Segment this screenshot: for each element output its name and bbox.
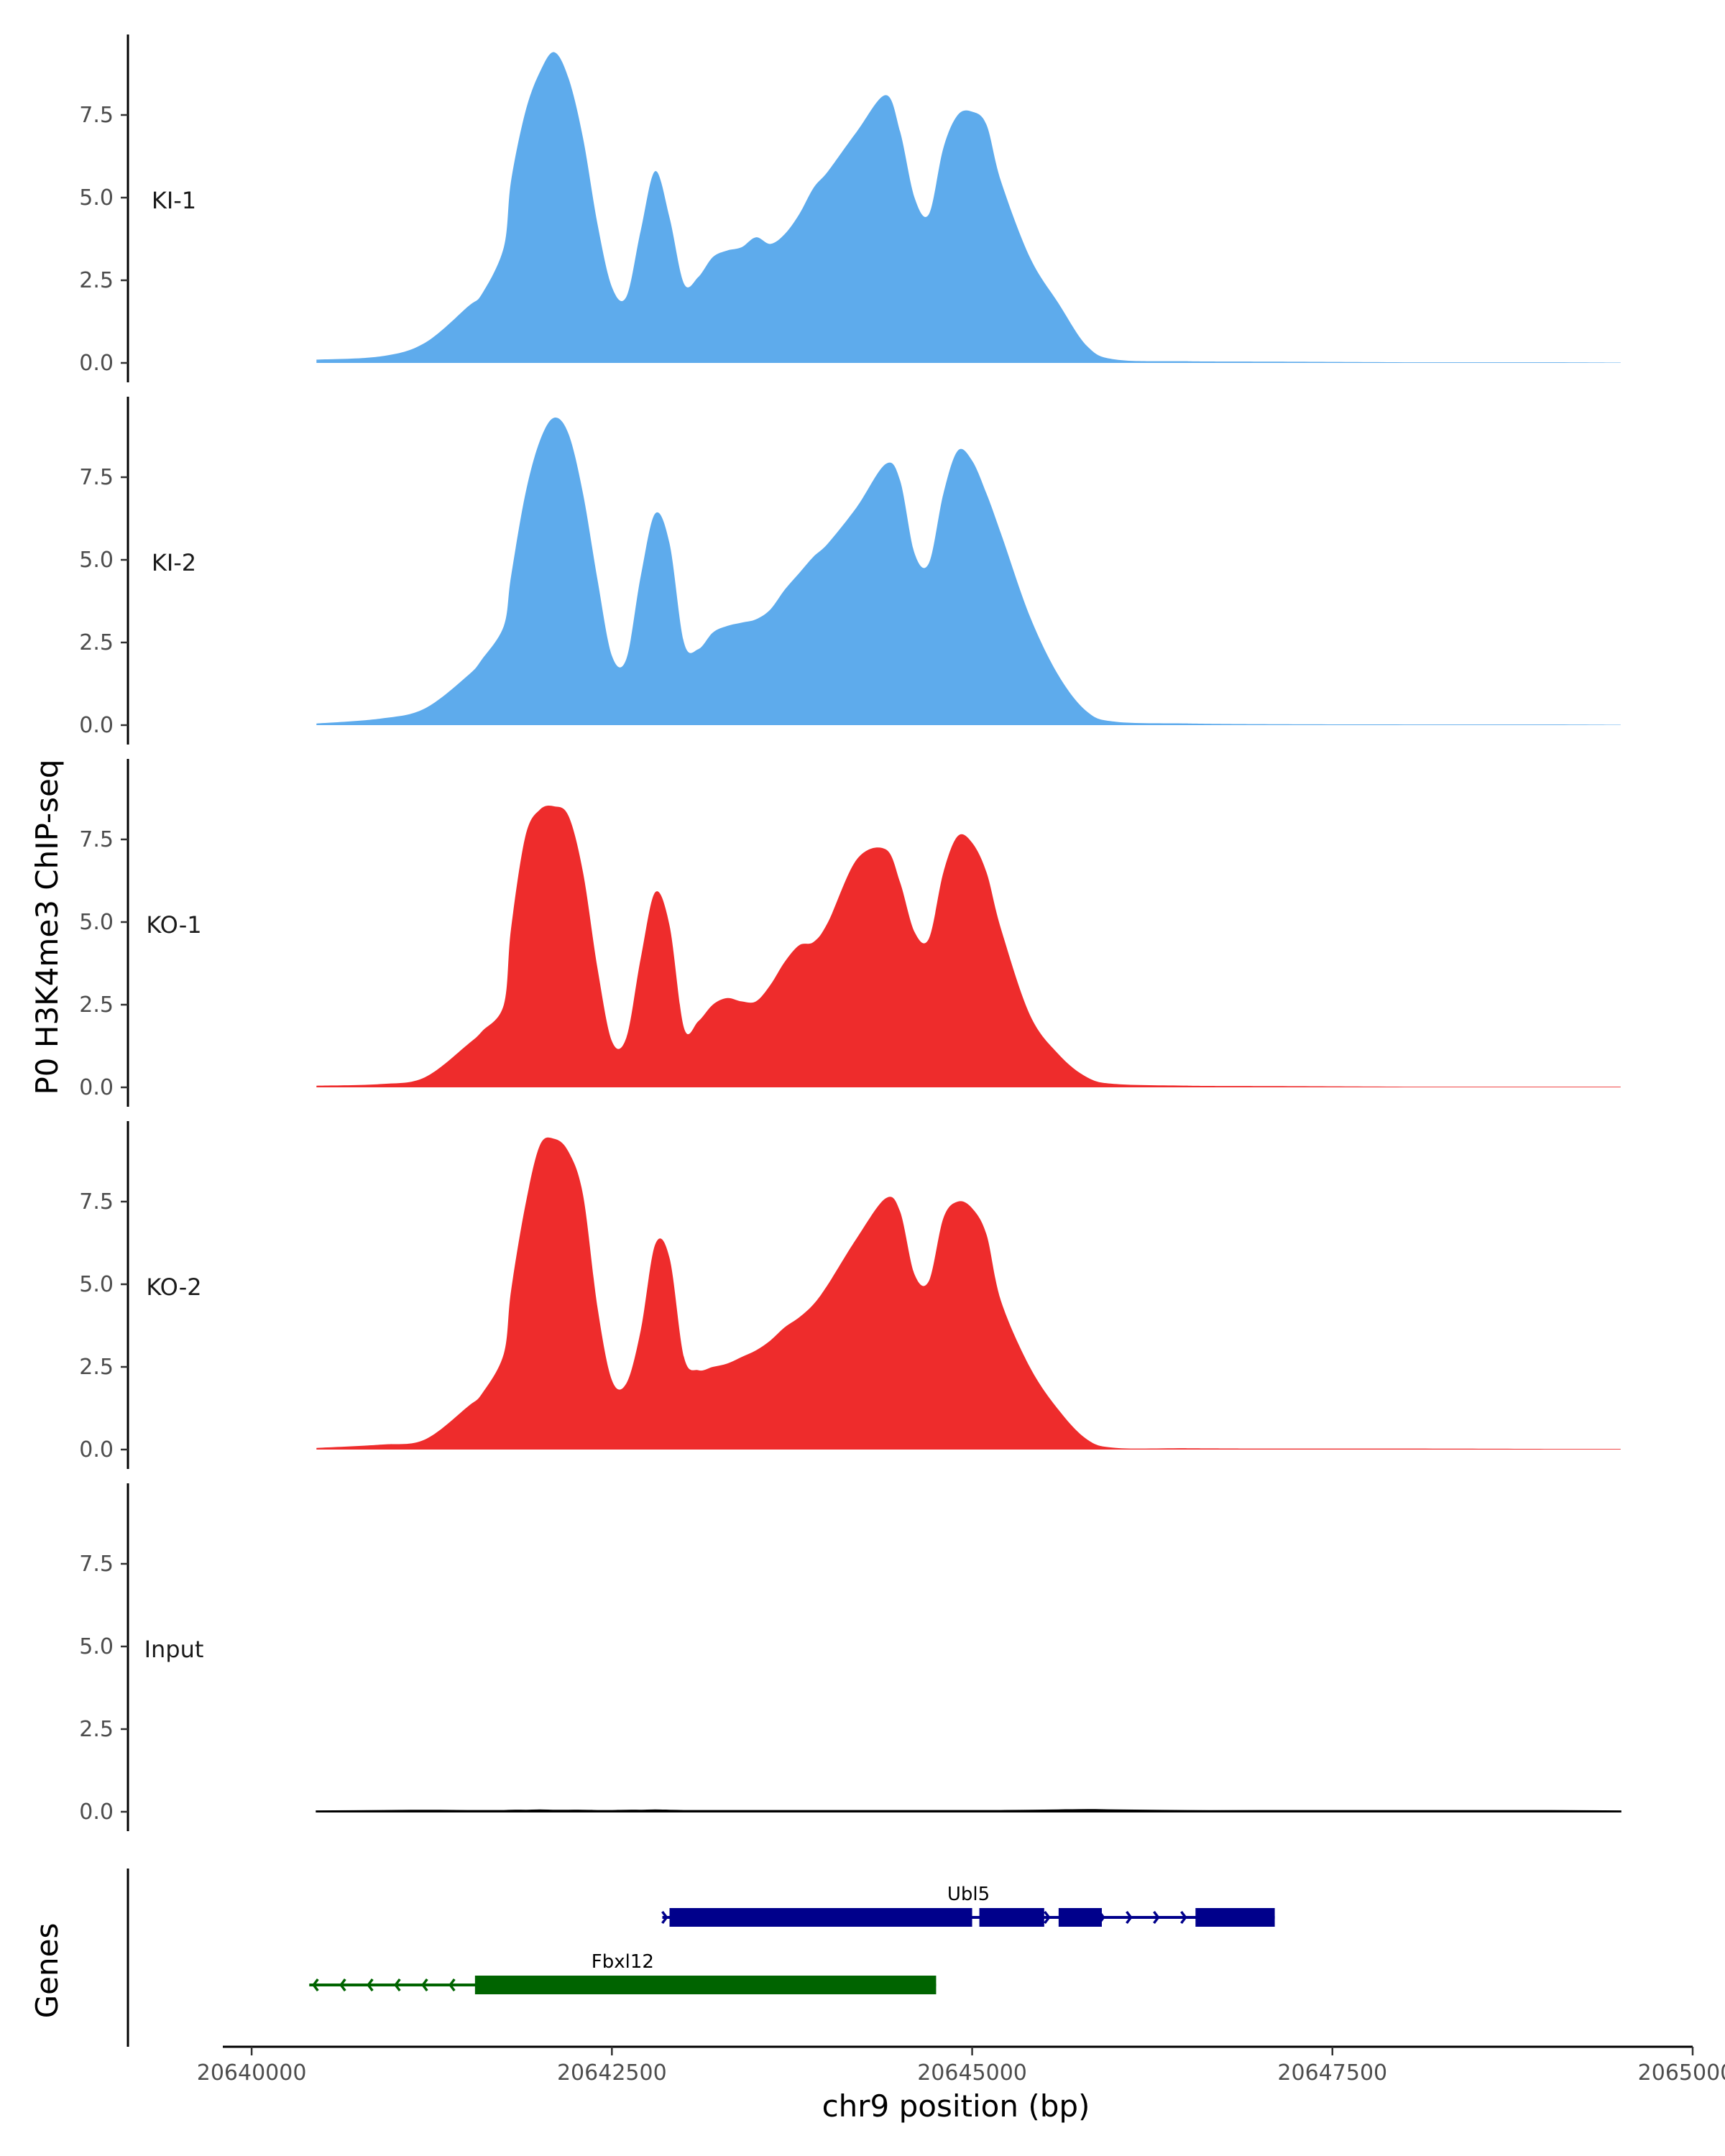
track-ko-1-y-tick-label: 5.0 <box>79 910 114 935</box>
track-ki-2: 0.0 2.5 5.0 7.5 KI-2 <box>79 397 1621 745</box>
y-axis-title: P0 H3K4me3 ChIP-seq <box>29 759 65 1095</box>
series-area-input <box>316 1809 1622 1812</box>
track-ki-1: 0.0 2.5 5.0 7.5 KI-1 <box>79 34 1621 382</box>
track-ko-1-y-tick-label: 7.5 <box>79 827 114 852</box>
series-area-ko-2 <box>316 1137 1621 1450</box>
track-ki-1-y-tick-label: 5.0 <box>79 185 114 211</box>
track-ko-1-y-tick-label: 0.0 <box>79 1075 114 1100</box>
track-input: 0.0 2.5 5.0 7.5 Input <box>79 1483 1622 1831</box>
track-ki-2-y-tick-label: 2.5 <box>79 630 114 655</box>
x-axis: 20640000 20642500 20645000 20647500 20650000 <box>197 2045 1725 2086</box>
gene-ubl5-exon <box>1058 1908 1102 1927</box>
track-label-input: Input <box>144 1636 204 1663</box>
track-ki-1-y-tick-label: 7.5 <box>79 103 114 128</box>
x-tick-label: 20647500 <box>1277 2060 1387 2086</box>
gene-ubl5-exon <box>669 1908 972 1927</box>
track-ki-2-y-tick-label: 7.5 <box>79 465 114 490</box>
track-ko-2: 0.0 2.5 5.0 7.5 KO-2 <box>79 1121 1621 1469</box>
track-ko-2-y-tick-label: 5.0 <box>79 1272 114 1297</box>
track-input-y-tick-label: 7.5 <box>79 1552 114 1577</box>
track-ko-2-y-tick-label: 0.0 <box>79 1437 114 1462</box>
gene-label-ubl5: Ubl5 <box>947 1884 990 1905</box>
x-axis-title: chr9 position (bp) <box>822 2088 1090 2124</box>
gene-fbxl12-strand-arrow <box>367 1978 374 1992</box>
gene-ubl5: Ubl5 <box>661 1884 1275 1927</box>
gene-ubl5-strand-arrow <box>1180 1910 1187 1925</box>
track-ko-1-y-tick-label: 2.5 <box>79 992 114 1018</box>
track-ki-2-y-tick-label: 0.0 <box>79 713 114 738</box>
track-input-y-tick-label: 0.0 <box>79 1800 114 1825</box>
x-tick-label: 20645000 <box>917 2060 1027 2086</box>
gene-fbxl12-strand-arrow <box>312 1978 319 1992</box>
track-input-y-tick-label: 2.5 <box>79 1717 114 1742</box>
track-ko-1: 0.0 2.5 5.0 7.5 KO-1 <box>79 759 1621 1107</box>
gene-ubl5-strand-arrow <box>661 1910 668 1925</box>
track-ko-2-y-tick-label: 7.5 <box>79 1189 114 1215</box>
track-label-ko-2: KO-2 <box>146 1273 201 1301</box>
signal-tracks: 0.0 2.5 5.0 7.5 KI-1 0.0 2.5 5.0 7.5 KI-2 0.0 2.5 5.… <box>79 34 1622 1831</box>
series-area-ko-1 <box>316 805 1621 1087</box>
x-tick-label: 20640000 <box>197 2060 307 2086</box>
gene-fbxl12-strand-arrow <box>394 1978 401 1992</box>
gene-fbxl12-strand-arrow <box>339 1978 346 1992</box>
gene-ubl5-exon <box>979 1908 1044 1927</box>
track-ki-1-y-tick-label: 0.0 <box>79 351 114 376</box>
gene-fbxl12: Fbxl12 <box>309 1951 937 1994</box>
gene-fbxl12-strand-arrow <box>448 1978 456 1992</box>
track-ki-1-y-tick-label: 2.5 <box>79 268 114 293</box>
track-label-ko-1: KO-1 <box>146 911 201 939</box>
gene-ubl5-exon <box>1195 1908 1275 1927</box>
gene-fbxl12-exon <box>474 1976 937 1994</box>
track-ko-2-y-tick-label: 2.5 <box>79 1355 114 1380</box>
series-area-ki-1 <box>316 52 1621 363</box>
gene-fbxl12-strand-arrow <box>421 1978 428 1992</box>
gene-label-fbxl12: Fbxl12 <box>592 1951 654 1973</box>
track-label-ki-2: KI-2 <box>152 549 196 576</box>
gene-ubl5-strand-arrow <box>1044 1910 1051 1925</box>
x-tick-label: 20642500 <box>557 2060 667 2086</box>
gene-ubl5-strand-arrow <box>1126 1910 1133 1925</box>
gene-ubl5-strand-arrow <box>1153 1910 1160 1925</box>
gene-annotation-panel: Ubl5 Fbxl12 <box>126 1869 1275 2047</box>
series-area-ki-2 <box>316 418 1621 725</box>
track-label-ki-1: KI-1 <box>152 187 196 214</box>
genes-panel-label: Genes <box>29 1923 65 2019</box>
track-input-y-tick-label: 5.0 <box>79 1634 114 1659</box>
track-ki-2-y-tick-label: 5.0 <box>79 548 114 573</box>
x-tick-label: 20650000 <box>1638 2060 1725 2086</box>
